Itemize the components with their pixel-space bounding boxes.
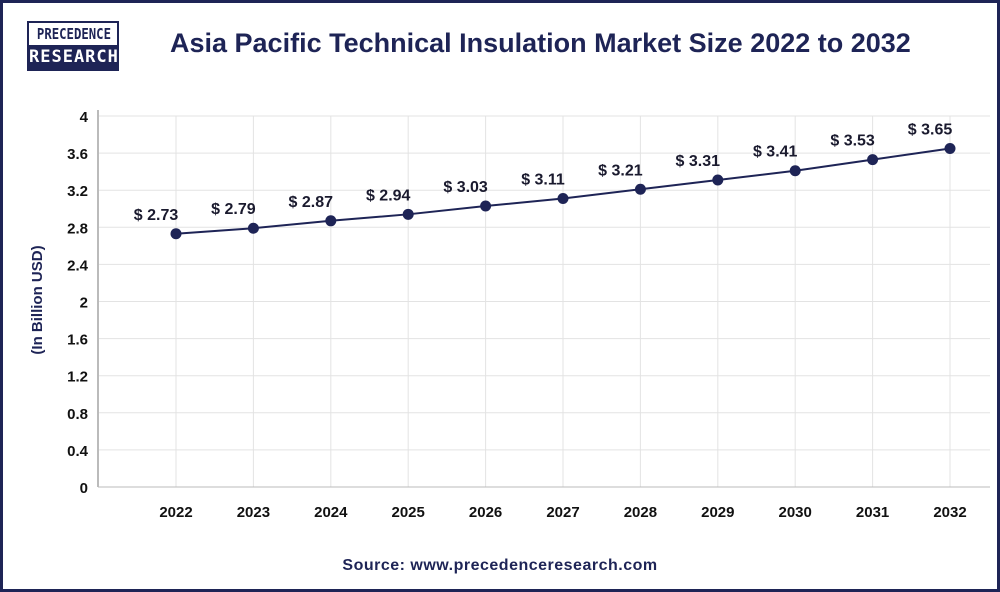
y-tick-label: 2.4 — [67, 257, 89, 274]
data-label: $ 3.65 — [908, 121, 953, 138]
x-tick-label: 2031 — [856, 504, 889, 521]
x-tick-label: 2028 — [624, 504, 657, 521]
logo-line1: PRECEDENCE — [36, 23, 111, 45]
data-point — [557, 193, 569, 205]
data-label: $ 3.21 — [598, 162, 643, 179]
data-label: $ 2.87 — [289, 194, 334, 211]
x-tick-label: 2029 — [701, 504, 734, 521]
data-point — [480, 200, 492, 212]
data-point — [867, 154, 879, 166]
data-point — [325, 215, 337, 227]
data-label: $ 3.53 — [830, 133, 875, 150]
y-tick-label: 0.8 — [67, 406, 88, 423]
y-tick-label: 0.4 — [67, 443, 89, 460]
data-point — [789, 165, 801, 177]
source-text: Source: www.precedenceresearch.com — [342, 557, 658, 574]
y-tick-label: 2.8 — [67, 220, 88, 237]
precedence-research-logo: PRECEDENCE RESEARCH — [27, 21, 119, 71]
data-label: $ 2.79 — [211, 201, 256, 218]
x-tick-label: 2024 — [314, 504, 348, 521]
logo-line2: RESEARCH — [29, 45, 119, 69]
x-tick-label: 2022 — [159, 504, 192, 521]
y-tick-label: 1.6 — [67, 332, 88, 349]
data-label: $ 3.41 — [753, 144, 798, 161]
x-tick-label: 2027 — [546, 504, 579, 521]
data-label: $ 3.31 — [676, 153, 721, 170]
x-tick-label: 2032 — [933, 504, 966, 521]
y-tick-label: 0 — [80, 480, 88, 497]
data-label: $ 2.73 — [134, 207, 179, 224]
x-tick-label: 2025 — [392, 504, 425, 521]
x-tick-label: 2030 — [779, 504, 812, 521]
data-point — [247, 222, 259, 234]
y-tick-label: 2 — [80, 295, 88, 312]
data-point — [402, 208, 414, 220]
y-tick-label: 3.2 — [67, 183, 88, 200]
data-point — [634, 183, 646, 195]
y-axis-label: (In Billion USD) — [29, 245, 46, 354]
y-tick-label: 4 — [80, 109, 89, 126]
data-point — [170, 228, 182, 240]
data-label: $ 3.03 — [443, 179, 488, 196]
x-tick-label: 2023 — [237, 504, 270, 521]
data-label: $ 3.11 — [521, 172, 565, 189]
x-tick-label: 2026 — [469, 504, 502, 521]
chart-title: Asia Pacific Technical Insulation Market… — [170, 28, 911, 58]
data-point — [712, 174, 724, 186]
data-point — [944, 142, 956, 154]
y-tick-label: 1.2 — [67, 369, 88, 386]
data-label: $ 2.94 — [366, 187, 411, 204]
y-tick-label: 3.6 — [67, 146, 88, 163]
